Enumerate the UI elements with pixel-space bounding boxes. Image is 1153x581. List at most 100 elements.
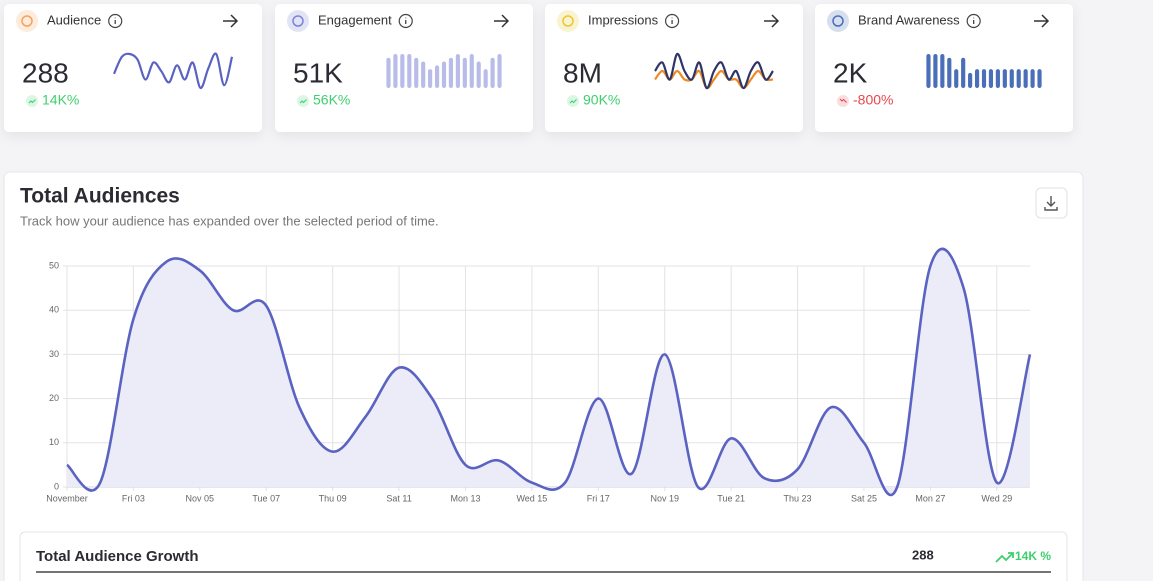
y-tick-label: 20 (49, 393, 59, 403)
spark-bar (1030, 69, 1035, 88)
card-title: Engagement (318, 12, 392, 27)
trend-icon-bg (837, 95, 849, 107)
spark-bar (1023, 69, 1028, 88)
download-button[interactable] (1035, 187, 1068, 219)
x-tick-label: Sat 25 (851, 493, 877, 503)
x-tick-label: Nov 05 (186, 493, 215, 503)
footer-box (19, 531, 1068, 581)
spark-line (654, 52, 774, 90)
spark-bar (968, 72, 973, 88)
spark-bar (961, 57, 966, 88)
card-value: 2K (833, 57, 868, 88)
x-tick-label: Tue 07 (252, 493, 280, 503)
spark-bar (497, 54, 502, 88)
kpi-card[interactable]: Engagement 51K 56K% (275, 4, 533, 132)
spark-bar (947, 57, 952, 88)
footer-value: 288 (912, 547, 934, 562)
spark-line (112, 52, 234, 90)
section-title: Total Audiences (20, 185, 180, 208)
spark-bar (988, 69, 994, 88)
spark-bar (434, 65, 440, 88)
card-title: Brand Awareness (858, 12, 960, 27)
footer-label: Total Audience Growth (36, 548, 199, 565)
card-icon-bg (16, 10, 38, 32)
spark-bar (483, 69, 488, 88)
arrow-icon (764, 14, 780, 28)
trend-icon (28, 99, 36, 104)
x-tick-label: Wed 15 (516, 493, 547, 503)
y-tick-label: 30 (49, 349, 59, 359)
card-change: 56K% (313, 92, 350, 108)
x-tick-label: November (46, 493, 88, 503)
spark-bar (421, 61, 426, 88)
card-change: 90K% (583, 92, 620, 108)
x-tick-label: Fri 17 (587, 493, 610, 503)
spark-bar (926, 54, 931, 88)
trend-icon-bg (567, 95, 579, 107)
card-icon (292, 15, 304, 27)
x-tick-label: Thu 23 (784, 493, 812, 503)
card-icon (562, 15, 574, 27)
trend-icon (299, 99, 307, 104)
spark-bar (995, 69, 1000, 88)
spark-bar (974, 69, 980, 88)
spark-bar (441, 61, 447, 88)
x-tick-label: Fri 03 (122, 493, 145, 503)
footer-trend-icon (995, 552, 1014, 563)
x-tick-label: Tue 21 (717, 493, 745, 503)
spark-bar (448, 57, 454, 88)
spark-bar (393, 54, 398, 88)
section-subtitle: Track how your audience has expanded ove… (20, 213, 439, 228)
spark-line (654, 69, 774, 90)
info-icon (398, 13, 413, 29)
trend-icon (839, 98, 847, 103)
kpi-card[interactable]: Audience 288 14K% (4, 4, 262, 132)
kpi-card[interactable]: Impressions 8M 90K% (545, 4, 803, 132)
spark-bar (455, 54, 460, 88)
x-tick-label: Sat 11 (386, 493, 411, 503)
spark-bar (940, 54, 945, 88)
x-tick-label: Mon 13 (450, 493, 480, 503)
spark-bar (407, 54, 412, 88)
y-tick-label: 40 (49, 305, 59, 315)
spark-bar (1016, 69, 1021, 88)
footer-change: 14K % (1015, 549, 1051, 563)
x-tick-label: Wed 29 (981, 493, 1012, 503)
card-title: Audience (47, 12, 101, 27)
card-bg (4, 4, 262, 132)
card-icon (21, 15, 33, 27)
card-change: 14K% (42, 92, 79, 108)
spark-bar (933, 54, 938, 88)
card-change: -800% (853, 92, 893, 108)
arrow-icon (494, 14, 510, 28)
info-icon (108, 13, 123, 29)
card-icon-bg (827, 10, 849, 32)
spark-bar (414, 57, 419, 88)
kpi-card[interactable]: Brand Awareness 2K -800% (815, 4, 1073, 132)
arrow-icon (1034, 14, 1050, 28)
x-tick-label: Mon 27 (915, 493, 945, 503)
spark-bar (386, 57, 391, 88)
y-tick-label: 50 (49, 260, 59, 270)
x-tick-label: Thu 09 (319, 493, 347, 503)
spark-bar (428, 69, 433, 88)
spark-bar (476, 61, 481, 88)
trend-icon-bg (26, 95, 38, 107)
area-fill (67, 248, 1030, 496)
spark-bar (954, 69, 959, 88)
spark-bar (469, 54, 474, 88)
spark-bar (1009, 69, 1014, 88)
x-tick-label: Nov 19 (650, 493, 679, 503)
spark-bar (400, 54, 405, 88)
card-icon (832, 15, 844, 27)
area-line (66, 247, 1032, 497)
y-tick-label: 10 (49, 437, 59, 447)
spark-bar (462, 57, 467, 88)
info-icon (966, 13, 981, 29)
card-title: Impressions (588, 12, 659, 27)
spark-bar (981, 69, 987, 88)
card-value: 51K (293, 57, 343, 88)
trend-icon-bg (297, 95, 309, 107)
